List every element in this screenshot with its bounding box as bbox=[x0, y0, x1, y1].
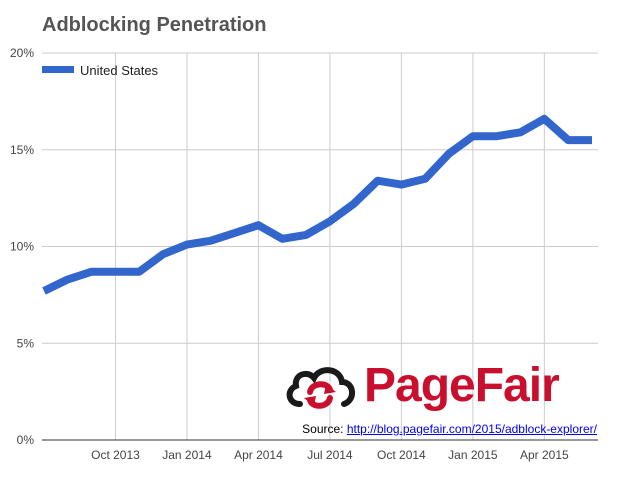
legend-swatch bbox=[42, 66, 74, 73]
x-tick-label: Apr 2015 bbox=[520, 448, 569, 462]
y-tick-label: 0% bbox=[17, 433, 35, 447]
legend: United States bbox=[42, 63, 159, 78]
source-note: Source: http://blog.pagefair.com/2015/ad… bbox=[302, 422, 597, 436]
x-tick-label: Apr 2014 bbox=[234, 448, 283, 462]
y-tick-label: 20% bbox=[10, 46, 34, 60]
x-tick-label: Oct 2013 bbox=[91, 448, 140, 462]
logo-wordmark: PageFair bbox=[364, 359, 560, 412]
x-tick-label: Jul 2014 bbox=[307, 448, 353, 462]
grid-lines bbox=[42, 52, 598, 441]
x-tick-label: Jan 2015 bbox=[448, 448, 498, 462]
source-link[interactable]: http://blog.pagefair.com/2015/adblock-ex… bbox=[346, 422, 597, 436]
series-line bbox=[42, 114, 592, 295]
y-tick-label: 15% bbox=[10, 143, 34, 157]
x-tick-label: Oct 2014 bbox=[377, 448, 426, 462]
y-axis-ticks: 0% 5% 10% 15% 20% bbox=[10, 46, 34, 447]
series-layer bbox=[42, 114, 593, 295]
source-label: Source: bbox=[302, 422, 347, 436]
pagefair-logo: PageFair bbox=[282, 356, 612, 416]
chart-title: Adblocking Penetration bbox=[42, 14, 267, 36]
y-tick-label: 5% bbox=[17, 336, 35, 350]
y-tick-label: 10% bbox=[10, 240, 34, 254]
x-axis-ticks: Oct 2013 Jan 2014 Apr 2014 Jul 2014 Oct 2014… bbox=[91, 448, 569, 462]
x-tick-label: Jan 2014 bbox=[162, 448, 212, 462]
cloud-cycle-icon bbox=[286, 367, 355, 409]
legend-label: United States bbox=[80, 63, 159, 78]
